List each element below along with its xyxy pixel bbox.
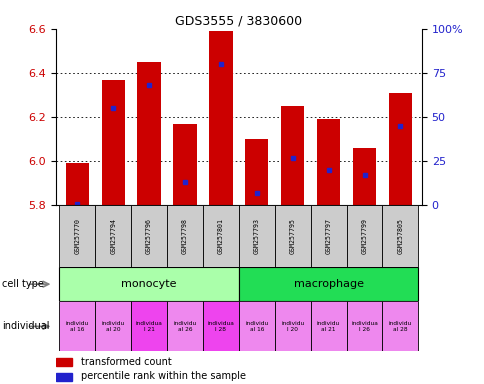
Text: GSM257794: GSM257794 (110, 218, 116, 254)
Text: macrophage: macrophage (293, 279, 363, 289)
Bar (316, 119, 340, 205)
Bar (310, 205, 346, 267)
Bar (209, 31, 232, 205)
Bar (382, 301, 418, 351)
Bar (238, 205, 274, 267)
Bar (95, 301, 131, 351)
Bar (202, 205, 238, 267)
Text: individua
l 28: individua l 28 (207, 321, 234, 332)
Text: transformed count: transformed count (81, 357, 172, 367)
Text: GSM257795: GSM257795 (289, 218, 295, 254)
Text: GSM257801: GSM257801 (217, 218, 224, 254)
Bar (310, 301, 346, 351)
Bar (274, 205, 310, 267)
Bar (59, 267, 239, 301)
Text: GSM257793: GSM257793 (253, 218, 259, 254)
Text: GSM257796: GSM257796 (146, 218, 152, 254)
Bar (238, 301, 274, 351)
Bar (346, 205, 382, 267)
Text: individu
al 26: individu al 26 (173, 321, 196, 332)
Text: GSM257805: GSM257805 (396, 218, 403, 254)
Bar (173, 124, 197, 205)
Bar (202, 301, 238, 351)
Text: individu
al 16: individu al 16 (245, 321, 268, 332)
Bar (352, 148, 376, 205)
Bar (244, 139, 268, 205)
Text: individu
al 16: individu al 16 (65, 321, 89, 332)
Text: individu
al 21: individu al 21 (317, 321, 340, 332)
Bar (65, 164, 89, 205)
Text: GSM257770: GSM257770 (74, 218, 80, 254)
Bar (137, 62, 161, 205)
Bar (101, 79, 124, 205)
Bar (166, 205, 202, 267)
Bar (274, 301, 310, 351)
Text: individu
l 20: individu l 20 (281, 321, 303, 332)
Bar (56, 372, 72, 381)
Text: individual: individual (2, 321, 50, 331)
Bar (166, 301, 202, 351)
Text: individua
l 21: individua l 21 (136, 321, 162, 332)
Text: cell type: cell type (2, 279, 44, 289)
Bar (59, 205, 95, 267)
Text: individua
l 26: individua l 26 (350, 321, 377, 332)
Bar (131, 205, 166, 267)
Bar (131, 301, 166, 351)
Bar (56, 358, 72, 366)
Bar (388, 93, 411, 205)
Text: individu
al 28: individu al 28 (388, 321, 411, 332)
Bar (95, 205, 131, 267)
Text: individu
al 20: individu al 20 (101, 321, 124, 332)
Bar (346, 301, 382, 351)
Text: GSM257798: GSM257798 (182, 218, 188, 254)
Text: GSM257797: GSM257797 (325, 218, 331, 254)
Text: percentile rank within the sample: percentile rank within the sample (81, 371, 246, 381)
Text: monocyte: monocyte (121, 279, 177, 289)
Text: GSM257799: GSM257799 (361, 218, 367, 254)
Bar (280, 106, 304, 205)
Bar (59, 301, 95, 351)
Bar (382, 205, 418, 267)
Bar (238, 267, 418, 301)
Title: GDS3555 / 3830600: GDS3555 / 3830600 (175, 15, 302, 28)
